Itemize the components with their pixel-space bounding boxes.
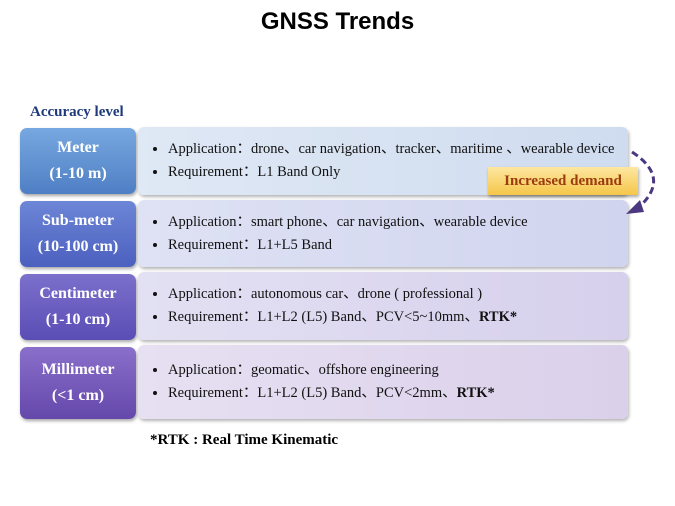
level-name: Meter [57,139,99,156]
level-panel: Application：autonomous car、drone ( profe… [138,272,628,340]
level-range: (1-10 cm) [45,311,111,328]
level-range: (10-100 cm) [37,238,119,255]
level-panel: Application：drone、car navigation、tracker… [138,127,628,195]
footnote: *RTK : Real Time Kinematic [150,432,339,448]
application: Application：drone、car navigation、tracker… [168,141,625,158]
level-box: Centimeter (1-10 cm) [20,274,136,340]
requirement: Requirement：L1+L5 Band [168,237,528,254]
level-range: (1-10 m) [49,165,107,182]
title: GNSS Trends [260,8,415,35]
requirement-item: Requirement：L1+L2 (L5) Band、PCV<5~10mm、R… [168,309,517,326]
application: Application：smart phone、car navigation、w… [168,214,528,231]
level-name: Millimeter [41,361,115,378]
requirement-item: Requirement：L1+L2 (L5) Band、PCV<2mm、RTK* [168,385,495,402]
level-box: Millimeter (<1 cm) [20,347,136,419]
arrow-path [631,150,656,210]
level-range: (<1 cm) [51,387,105,404]
requirement-bold: RTK* [478,309,518,325]
level-box: Meter (1-10 m) [20,128,136,194]
requirement: Requirement：L1+L2 (L5) Band、PCV<2mm、 [168,385,457,401]
arrow-head [626,200,644,214]
level-panel: Application：smart phone、car navigation、w… [138,200,628,267]
level-panel: Application：geomatic、offshore engineerin… [138,345,628,419]
requirement: Requirement：L1 Band Only [168,164,625,181]
axis-label: Accuracy level [30,104,124,120]
requirement: Requirement：L1+L2 (L5) Band、PCV<5~10mm、 [168,309,479,325]
application: Application：geomatic、offshore engineerin… [168,362,495,379]
level-name: Sub-meter [42,212,114,229]
level-box: Sub-meter (10-100 cm) [20,201,136,267]
requirement-bold: RTK* [456,385,495,401]
trend-arrow [626,150,656,214]
level-name: Centimeter [39,285,117,302]
application: Application：autonomous car、drone ( profe… [168,286,517,303]
trend-label: Increased demand [488,167,638,195]
